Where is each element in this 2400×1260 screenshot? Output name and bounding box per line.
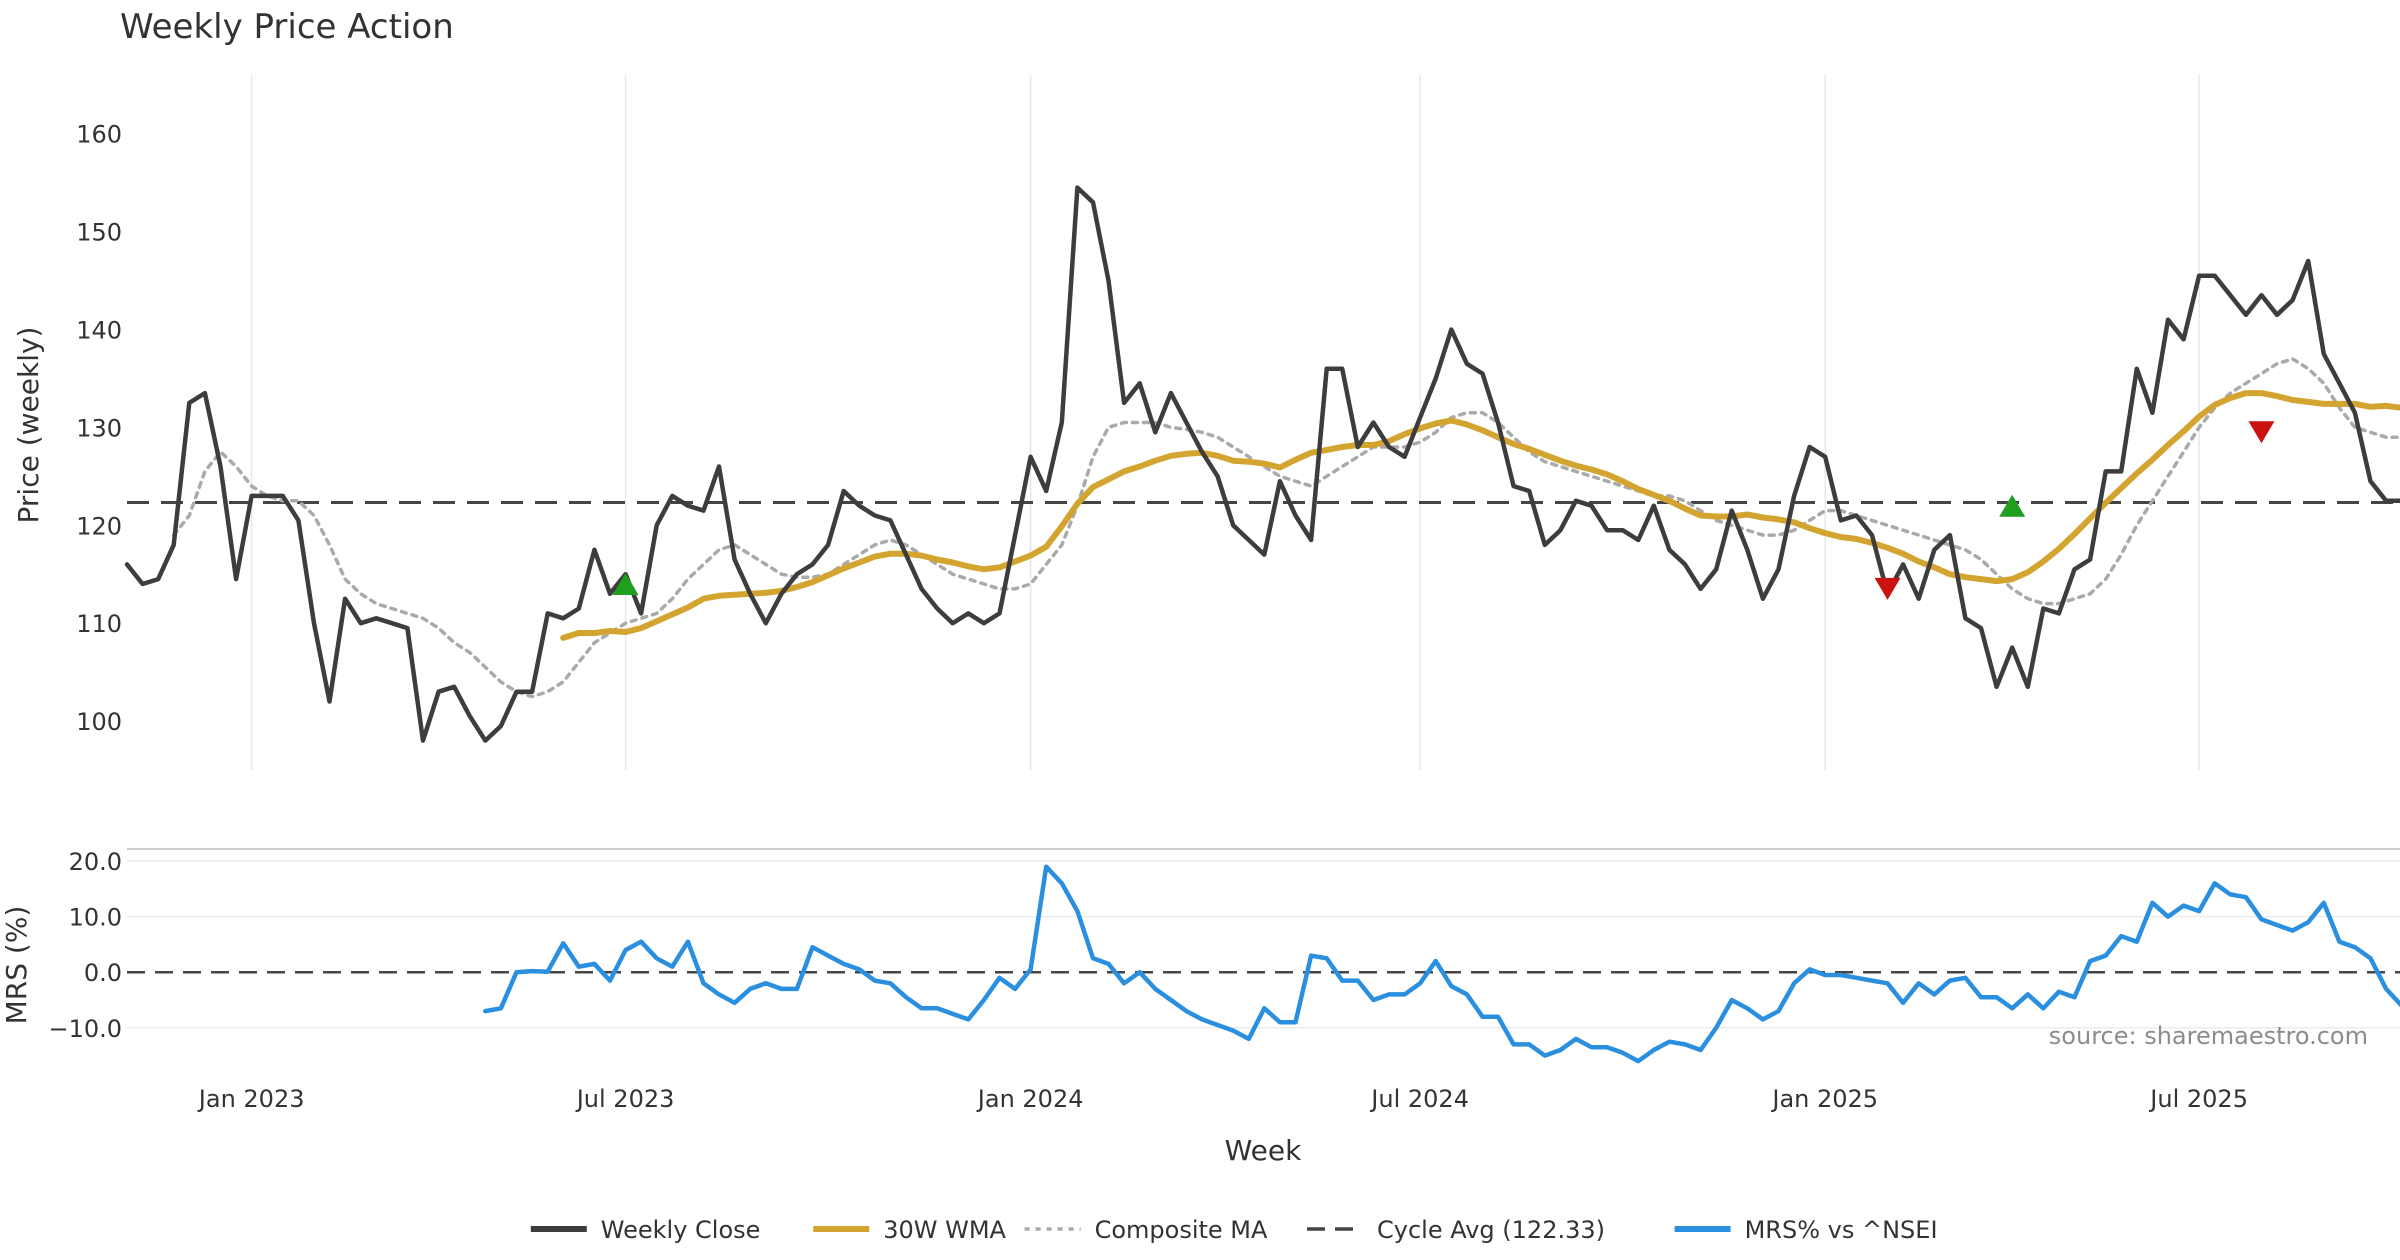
price-grid <box>250 75 2200 770</box>
price-y-tick-label: 110 <box>76 610 122 638</box>
x-tick-label: Jul 2024 <box>1369 1085 1469 1113</box>
legend-label: Cycle Avg (122.33) <box>1377 1216 1605 1244</box>
mrs-y-tick-label: 0.0 <box>84 959 122 987</box>
price-panel: 100 110 120 130 140 150 160 Price (weekly) <box>12 75 2400 770</box>
price-y-tick-label: 120 <box>76 512 122 540</box>
price-y-tick-label: 160 <box>76 121 122 149</box>
sell-signal-marker <box>1874 577 1901 600</box>
x-tick-label: Jan 2023 <box>197 1085 305 1113</box>
sell-signal-marker <box>2248 421 2275 444</box>
mrs-y-ticks: 20.0 10.0 0.0 −10.0 <box>48 848 122 1043</box>
price-y-tick-label: 130 <box>76 414 122 442</box>
price-y-tick-label: 100 <box>76 708 122 736</box>
legend-label: Composite MA <box>1095 1216 1268 1244</box>
price-y-axis-label: Price (weekly) <box>12 327 45 524</box>
buy-signal-marker <box>612 573 639 596</box>
price-y-ticks: 100 110 120 130 140 150 160 <box>76 121 122 736</box>
legend-item: Weekly Close <box>530 1216 761 1244</box>
mrs-y-axis-label: MRS (%) <box>0 906 33 1025</box>
price-series <box>124 185 2400 743</box>
mrs-y-tick-label: −10.0 <box>48 1015 122 1043</box>
legend-item: 30W WMA <box>813 1216 1007 1244</box>
mrs-panel: 20.0 10.0 0.0 −10.0 MRS (%) source: sharema… <box>0 848 2400 1064</box>
x-tick-label: Jan 2024 <box>976 1085 1084 1113</box>
series-composite-ma <box>171 357 2400 699</box>
signal-markers <box>612 421 2275 600</box>
x-tick-label: Jul 2023 <box>575 1085 675 1113</box>
source-note: source: sharemaestro.com <box>2049 1022 2368 1050</box>
buy-signal-marker <box>1999 494 2026 517</box>
mrs-y-tick-label: 20.0 <box>69 848 122 876</box>
x-tick-label: Jul 2025 <box>2148 1085 2248 1113</box>
chart-title: Weekly Price Action <box>120 7 454 47</box>
x-tick-label: Jan 2025 <box>1770 1085 1878 1113</box>
legend-label: Weekly Close <box>601 1216 761 1244</box>
price-y-tick-label: 140 <box>76 317 122 345</box>
mrs-y-tick-label: 10.0 <box>69 904 122 932</box>
mrs-series <box>483 864 2400 1064</box>
series-30w-wma <box>560 390 2400 641</box>
x-axis-ticks: Jan 2023 Jul 2023 Jan 2024 Jul 2024 Jan 2025… <box>197 1085 2248 1113</box>
x-axis-label: Week <box>1225 1134 1302 1167</box>
legend-label: MRS% vs ^NSEI <box>1745 1216 1938 1244</box>
legend-item: Cycle Avg (122.33) <box>1307 1216 1605 1244</box>
series-weekly-close <box>124 185 2400 743</box>
price-y-tick-label: 150 <box>76 219 122 247</box>
legend: Weekly Close 30W WMA Composite MA Cycle Avg… <box>530 1216 1938 1244</box>
series-mrs <box>483 864 2400 1064</box>
legend-item: Composite MA <box>1024 1216 1268 1244</box>
legend-label: 30W WMA <box>883 1216 1006 1244</box>
mrs-grid <box>127 860 2400 1029</box>
legend-item: MRS% vs ^NSEI <box>1674 1216 1938 1244</box>
